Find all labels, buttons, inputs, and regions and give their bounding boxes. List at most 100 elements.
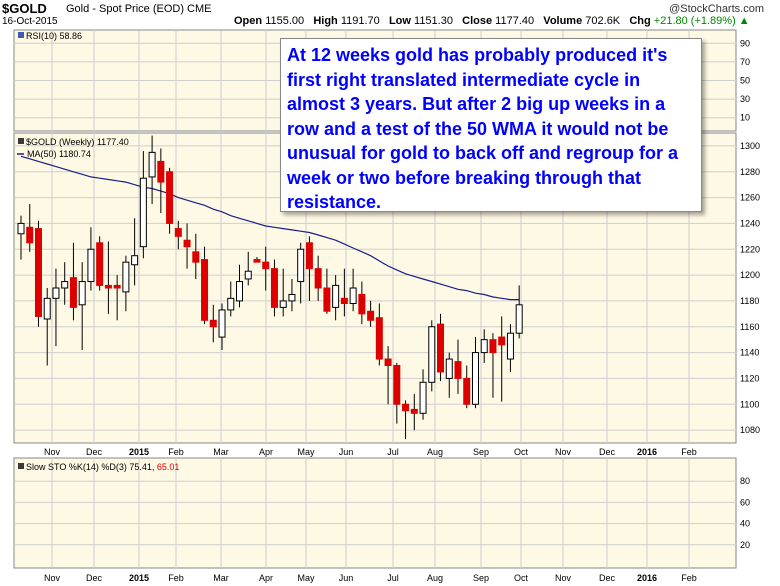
sto-k-value: 75.41, bbox=[129, 462, 157, 472]
x-tick-label: Feb bbox=[168, 447, 184, 457]
candle bbox=[113, 275, 121, 321]
candle-body bbox=[183, 239, 191, 248]
rsi-y-tick: 50 bbox=[740, 76, 750, 86]
x-tick-label: Feb bbox=[168, 573, 184, 583]
ohlc-readout: Open 1155.00 High 1191.70 Low 1151.30 Cl… bbox=[234, 15, 750, 27]
candle bbox=[201, 246, 209, 325]
rsi-title: RSI(10) 58.86 bbox=[26, 31, 82, 41]
candle bbox=[139, 151, 147, 259]
candle-body bbox=[148, 151, 156, 178]
candle bbox=[166, 167, 174, 234]
x-tick-label: Dec bbox=[86, 573, 103, 583]
price-y-tick: 1240 bbox=[740, 218, 760, 228]
x-tick-label: Nov bbox=[555, 447, 572, 457]
candle bbox=[131, 218, 139, 286]
candle-body bbox=[113, 284, 121, 289]
sto-y-tick: 20 bbox=[740, 540, 750, 550]
rsi-y-tick: 70 bbox=[740, 57, 750, 67]
x-tick-label: May bbox=[297, 447, 315, 457]
chg-label: Chg bbox=[629, 15, 651, 27]
candle-body bbox=[375, 317, 383, 360]
open-label: Open bbox=[234, 15, 263, 27]
x-tick-label: Jul bbox=[387, 447, 399, 457]
candle-body bbox=[192, 251, 200, 263]
candle-body bbox=[52, 287, 60, 299]
candle-body bbox=[131, 255, 139, 266]
sto-y-tick: 80 bbox=[740, 476, 750, 486]
symbol-description: Gold - Spot Price (EOD) CME bbox=[66, 3, 212, 15]
candle bbox=[305, 236, 313, 301]
candle bbox=[410, 393, 418, 431]
x-tick-label: Apr bbox=[259, 447, 273, 457]
x-tick-label: 2016 bbox=[637, 447, 657, 457]
candle-body bbox=[402, 403, 410, 412]
x-tick-label: May bbox=[297, 573, 315, 583]
chart-date: 16-Oct-2015 bbox=[2, 16, 58, 27]
price-y-tick: 1080 bbox=[740, 425, 760, 435]
candle-body bbox=[253, 259, 261, 263]
price-y-tick: 1280 bbox=[740, 167, 760, 177]
candle bbox=[87, 227, 95, 291]
candle-body bbox=[498, 336, 506, 346]
candle-body bbox=[384, 358, 392, 366]
x-tick-label: Feb bbox=[681, 447, 697, 457]
rsi-y-tick: 30 bbox=[740, 94, 750, 104]
close-value: 1177.40 bbox=[495, 15, 535, 27]
candle bbox=[218, 303, 226, 350]
x-tick-label: 2015 bbox=[129, 573, 149, 583]
stockcharts-logo[interactable]: @StockCharts.com bbox=[669, 3, 764, 15]
candle bbox=[122, 255, 130, 312]
x-tick-label: Jul bbox=[387, 573, 399, 583]
candle-body bbox=[174, 228, 182, 237]
candle bbox=[367, 300, 375, 327]
candle-body bbox=[166, 171, 174, 224]
candle-body bbox=[96, 242, 104, 286]
candle bbox=[148, 135, 156, 205]
ma50-line bbox=[20, 155, 520, 301]
candle bbox=[340, 268, 348, 317]
candle bbox=[96, 236, 104, 291]
candle-body bbox=[506, 332, 514, 360]
candle-body bbox=[218, 309, 226, 338]
candle-body bbox=[323, 287, 331, 312]
candle bbox=[192, 233, 200, 279]
price-y-tick: 1120 bbox=[740, 373, 759, 383]
candle bbox=[375, 303, 383, 366]
candle-body bbox=[410, 408, 418, 414]
candle-body bbox=[209, 319, 217, 328]
candle bbox=[463, 365, 471, 409]
low-label: Low bbox=[388, 15, 411, 27]
price-y-tick: 1140 bbox=[740, 348, 759, 358]
candle-body bbox=[69, 277, 77, 308]
x-tick-label: 2015 bbox=[129, 447, 149, 457]
candle bbox=[393, 362, 401, 424]
candle bbox=[402, 400, 410, 440]
price-legend: $GOLD (Weekly) 1177.40 bbox=[26, 137, 129, 147]
price-legend-swatch bbox=[18, 138, 24, 144]
candle bbox=[454, 339, 462, 394]
candle bbox=[332, 275, 340, 321]
candle-body bbox=[349, 287, 357, 304]
candle-body bbox=[454, 361, 462, 379]
candle-body bbox=[26, 226, 34, 244]
x-tick-label: Oct bbox=[514, 573, 529, 583]
candle-body bbox=[87, 248, 95, 283]
candle bbox=[244, 251, 252, 286]
candle-body bbox=[367, 310, 375, 321]
rsi-y-tick: 90 bbox=[740, 38, 750, 48]
candle bbox=[227, 281, 235, 317]
candle-body bbox=[104, 284, 112, 289]
candle bbox=[34, 220, 42, 327]
candle-body bbox=[358, 293, 366, 315]
candle-body bbox=[17, 222, 25, 235]
candle bbox=[69, 242, 77, 321]
candle-body bbox=[78, 281, 86, 306]
candle-body bbox=[332, 284, 340, 308]
candle bbox=[157, 148, 165, 214]
x-tick-label: Nov bbox=[555, 573, 572, 583]
candle-body bbox=[489, 339, 497, 354]
candle-body bbox=[515, 304, 523, 334]
symbol-title: $GOLD bbox=[2, 1, 47, 16]
high-value: 1191.70 bbox=[340, 15, 380, 27]
candle-body bbox=[270, 268, 278, 308]
